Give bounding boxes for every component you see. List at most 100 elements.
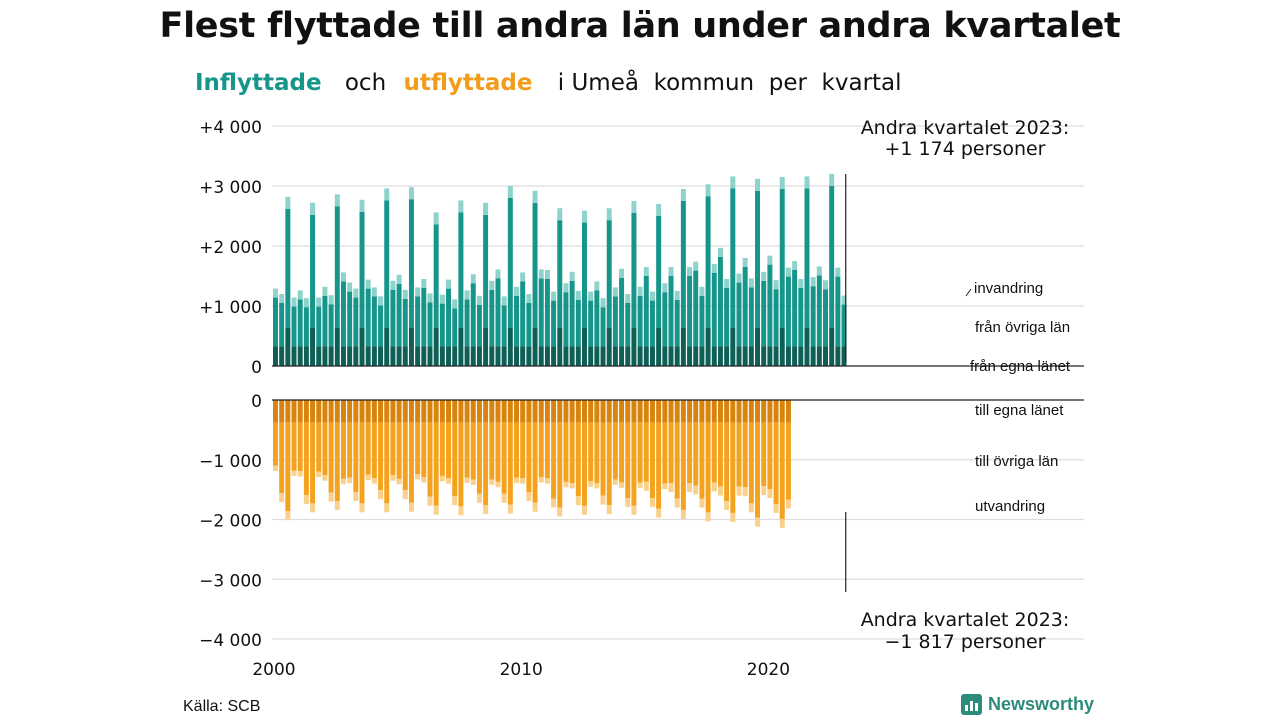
outflow-bar-other-counties <box>421 422 427 478</box>
outflow-bar-own-county <box>742 400 748 423</box>
inflow-bar-immigration <box>433 212 439 225</box>
inflow-bar-immigration <box>804 176 810 189</box>
inflow-bar-immigration <box>835 267 841 277</box>
inflow-bar-own-county <box>538 346 544 366</box>
outflow-bar-other-counties <box>736 422 742 487</box>
inflow-bar-other-counties <box>804 188 810 328</box>
outflow-bar-own-county <box>310 400 316 423</box>
inflow-bar-own-county <box>291 346 297 366</box>
outflow-bar-other-counties <box>408 422 414 503</box>
y-tick-label: 0 <box>251 358 262 378</box>
inflow-bar-immigration <box>303 298 309 308</box>
outflow-bar-own-county <box>563 400 569 423</box>
inflow-bar-immigration <box>582 210 587 223</box>
inflow-bar-own-county <box>674 346 680 366</box>
inflow-bar-immigration <box>656 204 662 216</box>
inflow-bar-immigration <box>767 255 773 265</box>
inflow-bar-immigration <box>316 297 322 307</box>
outflow-bar-other-counties <box>353 422 359 493</box>
inflow-bar-other-counties <box>582 222 587 328</box>
inflow-bar-immigration <box>452 299 458 309</box>
inflow-bar-immigration <box>730 176 736 189</box>
inflow-bar-immigration <box>717 247 723 257</box>
inflow-bar-own-county <box>365 346 371 366</box>
inflow-bar-other-counties <box>563 292 569 347</box>
inflow-bar-own-county <box>816 346 822 366</box>
inflow-bar-other-counties <box>365 288 371 347</box>
outflow-bar-emigration <box>347 477 353 484</box>
outflow-bar-other-counties <box>563 422 569 482</box>
outflow-bar-own-county <box>551 400 557 423</box>
outflow-bar-other-counties <box>303 422 309 496</box>
inflow-bar-immigration <box>563 283 569 293</box>
outflow-bar-other-counties <box>705 422 711 513</box>
inflow-bar-immigration <box>544 270 550 279</box>
outflow-bar-emigration <box>334 500 340 510</box>
y-tick-label: +4 000 <box>199 118 262 138</box>
newsworthy-logo-text: Newsworthy <box>988 694 1095 714</box>
inflow-bar-own-county <box>835 346 841 366</box>
outflow-bar-own-county <box>384 400 390 423</box>
outflow-bar-other-counties <box>557 422 563 508</box>
outflow-bar-emigration <box>371 478 377 484</box>
outflow-bar-other-counties <box>402 422 408 491</box>
outflow-bar-emigration <box>588 481 594 487</box>
outflow-bar-emigration <box>711 482 717 492</box>
subtitle-rest: i Umeå kommun per kvartal <box>557 70 902 96</box>
inflow-bar-own-county <box>631 327 637 366</box>
inflow-bar-other-counties <box>371 296 377 347</box>
direct-label-inflow: från egna länet <box>970 358 1071 375</box>
inflow-bar-own-county <box>823 346 828 366</box>
inflow-bar-other-counties <box>514 295 519 347</box>
inflow-bar-other-counties <box>402 298 408 347</box>
inflow-bar-immigration <box>619 268 625 278</box>
outflow-bar-own-county <box>495 400 501 423</box>
inflow-bar-immigration <box>680 189 686 201</box>
x-tick-label: 2000 <box>252 660 295 680</box>
inflow-bar-immigration <box>501 296 507 306</box>
inflow-bar-other-counties <box>699 295 705 347</box>
x-tick-label: 2020 <box>747 660 790 680</box>
outflow-bar-emigration <box>340 478 346 485</box>
outflow-bar-other-counties <box>495 422 501 482</box>
outflow-bar-other-counties <box>687 422 693 484</box>
inflow-bar-own-county <box>804 327 810 366</box>
outflow-bar-own-county <box>520 400 526 423</box>
inflow-bar-other-counties <box>408 199 414 328</box>
inflow-bar-own-county <box>656 327 662 366</box>
outflow-bar-own-county <box>297 400 303 423</box>
inflow-bar-own-county <box>551 346 557 366</box>
inflow-bar-other-counties <box>464 299 470 347</box>
outflow-bar-emigration <box>637 482 643 488</box>
inflow-bar-immigration <box>408 187 414 200</box>
outflow-bar-emigration <box>526 492 532 501</box>
inflow-bar-other-counties <box>816 275 822 347</box>
outflow-bar-other-counties <box>717 422 723 487</box>
inflow-bar-own-county <box>501 346 507 366</box>
inflow-bar-own-county <box>687 346 693 366</box>
inflow-bar-own-county <box>514 346 519 366</box>
outflow-bar-other-counties <box>273 422 278 466</box>
outflow-bar-emigration <box>538 477 544 483</box>
direct-label-outflow: till egna länet <box>975 402 1064 419</box>
inflow-bar-immigration <box>779 177 785 189</box>
inflow-bar-other-counties <box>544 279 550 347</box>
outflow-bar-own-county <box>674 400 680 423</box>
outflow-bar-emigration <box>507 504 513 514</box>
outflow-bar-emigration <box>433 505 439 515</box>
inflow-bar-other-counties <box>285 208 291 328</box>
outflow-bar-other-counties <box>730 422 736 513</box>
outflow-bar-own-county <box>606 400 612 423</box>
inflow-bar-other-counties <box>316 306 322 347</box>
outflow-bar-emigration <box>483 505 489 515</box>
inflow-bar-immigration <box>415 287 421 297</box>
inflow-bar-immigration <box>291 297 297 307</box>
inflow-bar-immigration <box>551 291 557 301</box>
outflow-bar-other-counties <box>476 422 482 494</box>
inflow-bar-immigration <box>798 279 804 288</box>
outflow-bar-emigration <box>279 493 285 503</box>
outflow-bar-other-counties <box>755 422 761 518</box>
annotation-top-line1: Andra kvartalet 2023: <box>861 117 1070 139</box>
outflow-bar-own-county <box>415 400 421 423</box>
direct-label-inflow: invandring <box>974 280 1043 297</box>
